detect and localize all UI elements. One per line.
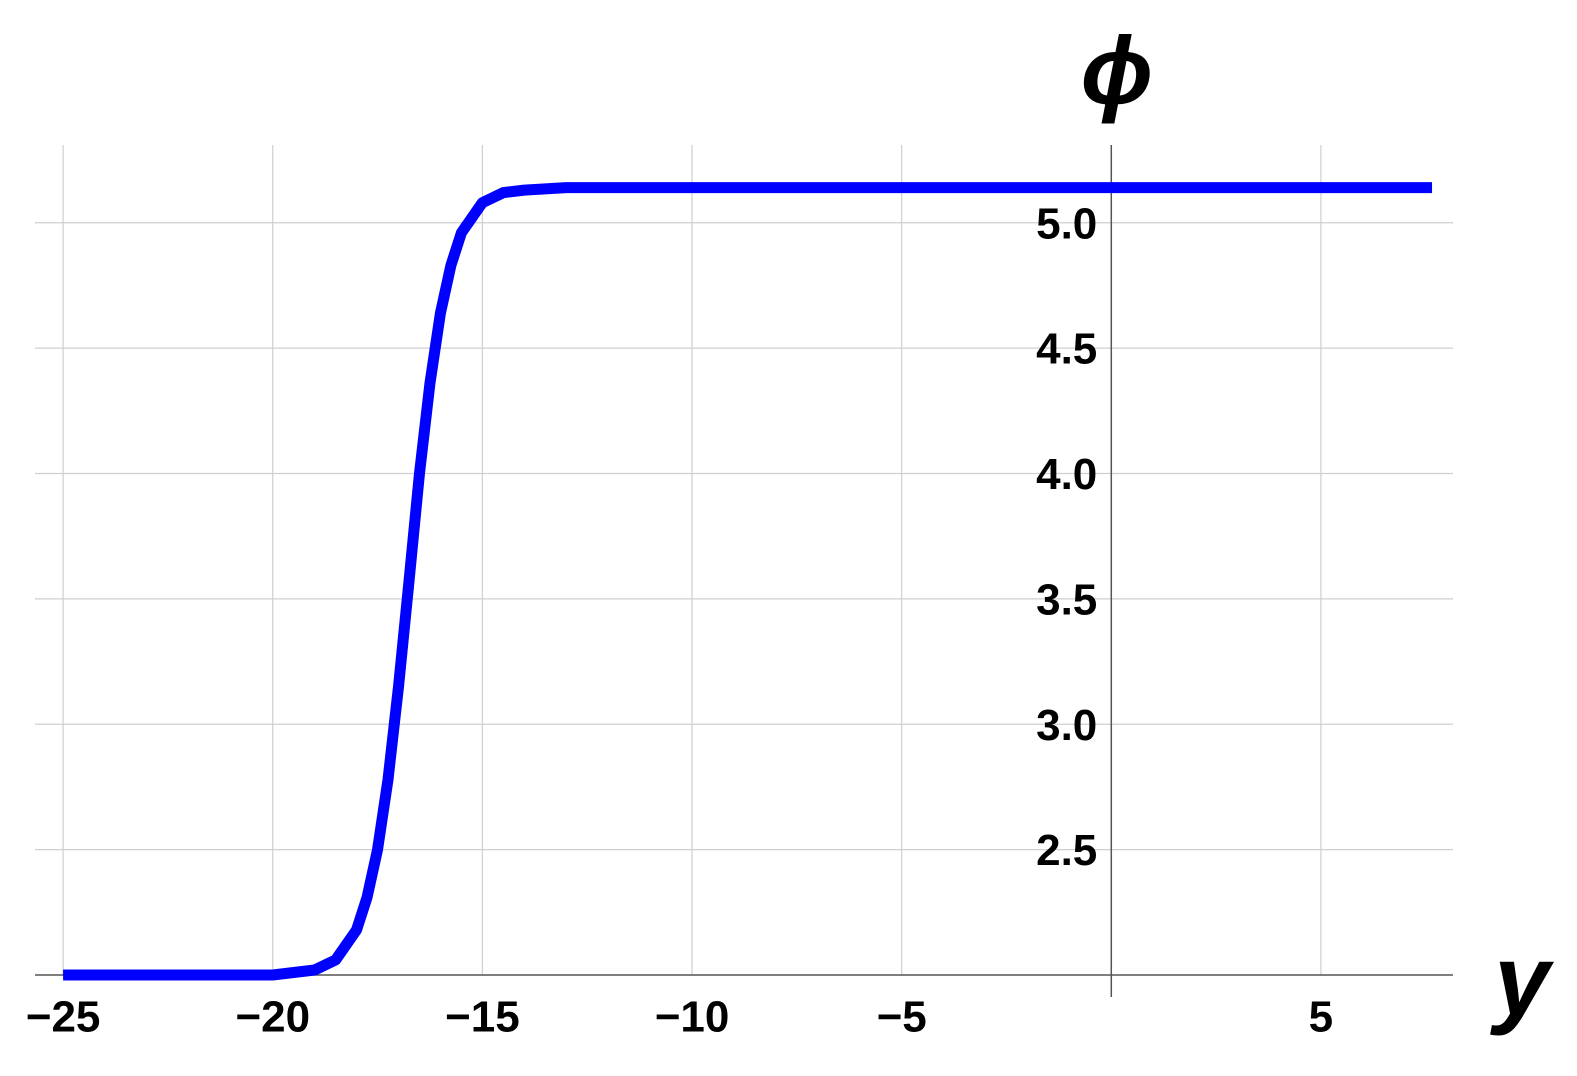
y-tick-label: 3.0 <box>1036 701 1097 750</box>
y-axis-label: ϕ <box>1081 17 1154 124</box>
data-line <box>63 182 1433 981</box>
x-tick-label: −15 <box>445 993 520 1042</box>
x-tick-label: 5 <box>1309 993 1333 1042</box>
x-tick-label: −10 <box>655 993 730 1042</box>
y-tick-label: 4.5 <box>1036 325 1097 374</box>
y-tick-label: 3.5 <box>1036 575 1097 624</box>
y-tick-label: 2.5 <box>1036 826 1097 875</box>
x-tick-label: −5 <box>877 993 927 1042</box>
x-axis-label: y <box>1489 924 1554 1036</box>
x-tick-label: −25 <box>26 993 101 1042</box>
y-tick-label: 4.0 <box>1036 450 1097 499</box>
x-tick-label: −20 <box>235 993 310 1042</box>
y-tick-label: 5.0 <box>1036 199 1097 248</box>
